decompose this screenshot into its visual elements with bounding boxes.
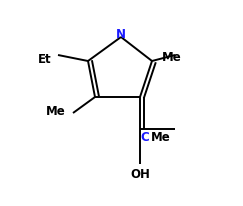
Text: Me: Me: [46, 105, 66, 118]
Text: Me: Me: [162, 51, 182, 64]
Text: Et: Et: [38, 53, 52, 66]
Text: N: N: [116, 28, 126, 41]
Text: Me: Me: [151, 131, 171, 144]
Text: C: C: [140, 131, 149, 144]
Text: OH: OH: [130, 168, 150, 181]
